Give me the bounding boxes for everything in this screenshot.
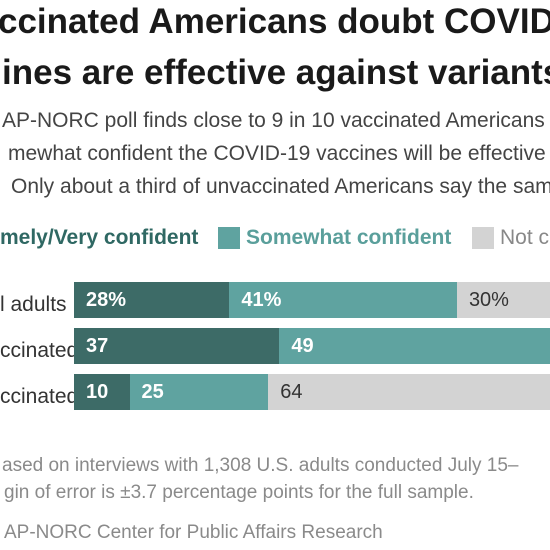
bar-segment-very-confident-row-2 — [74, 328, 280, 364]
bar-segment-somewhat-confident-row-3 — [129, 374, 269, 410]
legend-label-somewhat-confident: Somewhat confident — [246, 226, 452, 249]
row-label-all-adults: l adults — [0, 293, 67, 316]
subtitle-line-2: mewhat confident the COVID-19 vaccines w… — [8, 142, 546, 165]
footnote-line-1: ased on interviews with 1,308 U.S. adult… — [2, 455, 519, 476]
chart-title-line-2: ines are effective against variants — [2, 53, 550, 92]
bar-segment-not-confident-row-3 — [268, 374, 550, 410]
bar-segment-very-confident-row-3 — [74, 374, 130, 410]
subtitle-line-3: Only about a third of unvaccinated Ameri… — [11, 175, 550, 198]
bar-segment-very-confident-row-1 — [74, 282, 230, 318]
subtitle-line-1: AP-NORC poll finds close to 9 in 10 vacc… — [2, 109, 550, 132]
chart-title-line-1: ccinated Americans doubt COVID — [0, 2, 550, 41]
footnote-line-2: gin of error is ±3.7 percentage points f… — [4, 482, 474, 503]
legend-label-very-confident: mely/Very confident — [0, 226, 199, 249]
bar-label-not-confident-row-3: 64 — [280, 381, 303, 403]
legend-swatch-somewhat-confident — [218, 227, 240, 249]
legend-swatch-not-confident — [472, 227, 494, 249]
row-label-unvaccinated: ccinated — [0, 385, 79, 408]
bar-label-somewhat-confident-row-1: 41% — [241, 289, 282, 311]
bar-segment-not-confident-row-1 — [456, 282, 550, 318]
bar-label-somewhat-confident-row-3: 25 — [141, 381, 164, 403]
source-credit: AP-NORC Center for Public Affairs Resear… — [4, 522, 383, 543]
bar-segment-somewhat-confident-row-2 — [279, 328, 550, 364]
bar-label-very-confident-row-1: 28% — [86, 289, 127, 311]
stacked-bar-plot: 28% 41% 30% 37 49 10 25 64 — [74, 0, 550, 550]
legend: mely/Very confident Somewhat confident N… — [0, 226, 550, 250]
bar-label-very-confident-row-3: 10 — [86, 381, 109, 403]
legend-label-not-confident: Not c — [500, 226, 550, 249]
bar-segment-somewhat-confident-row-1 — [229, 282, 457, 318]
bar-label-not-confident-row-1: 30% — [468, 289, 509, 311]
row-label-vaccinated: ccinated — [0, 339, 79, 362]
bar-label-very-confident-row-2: 37 — [86, 335, 109, 357]
bar-label-somewhat-confident-row-2: 49 — [291, 335, 314, 357]
